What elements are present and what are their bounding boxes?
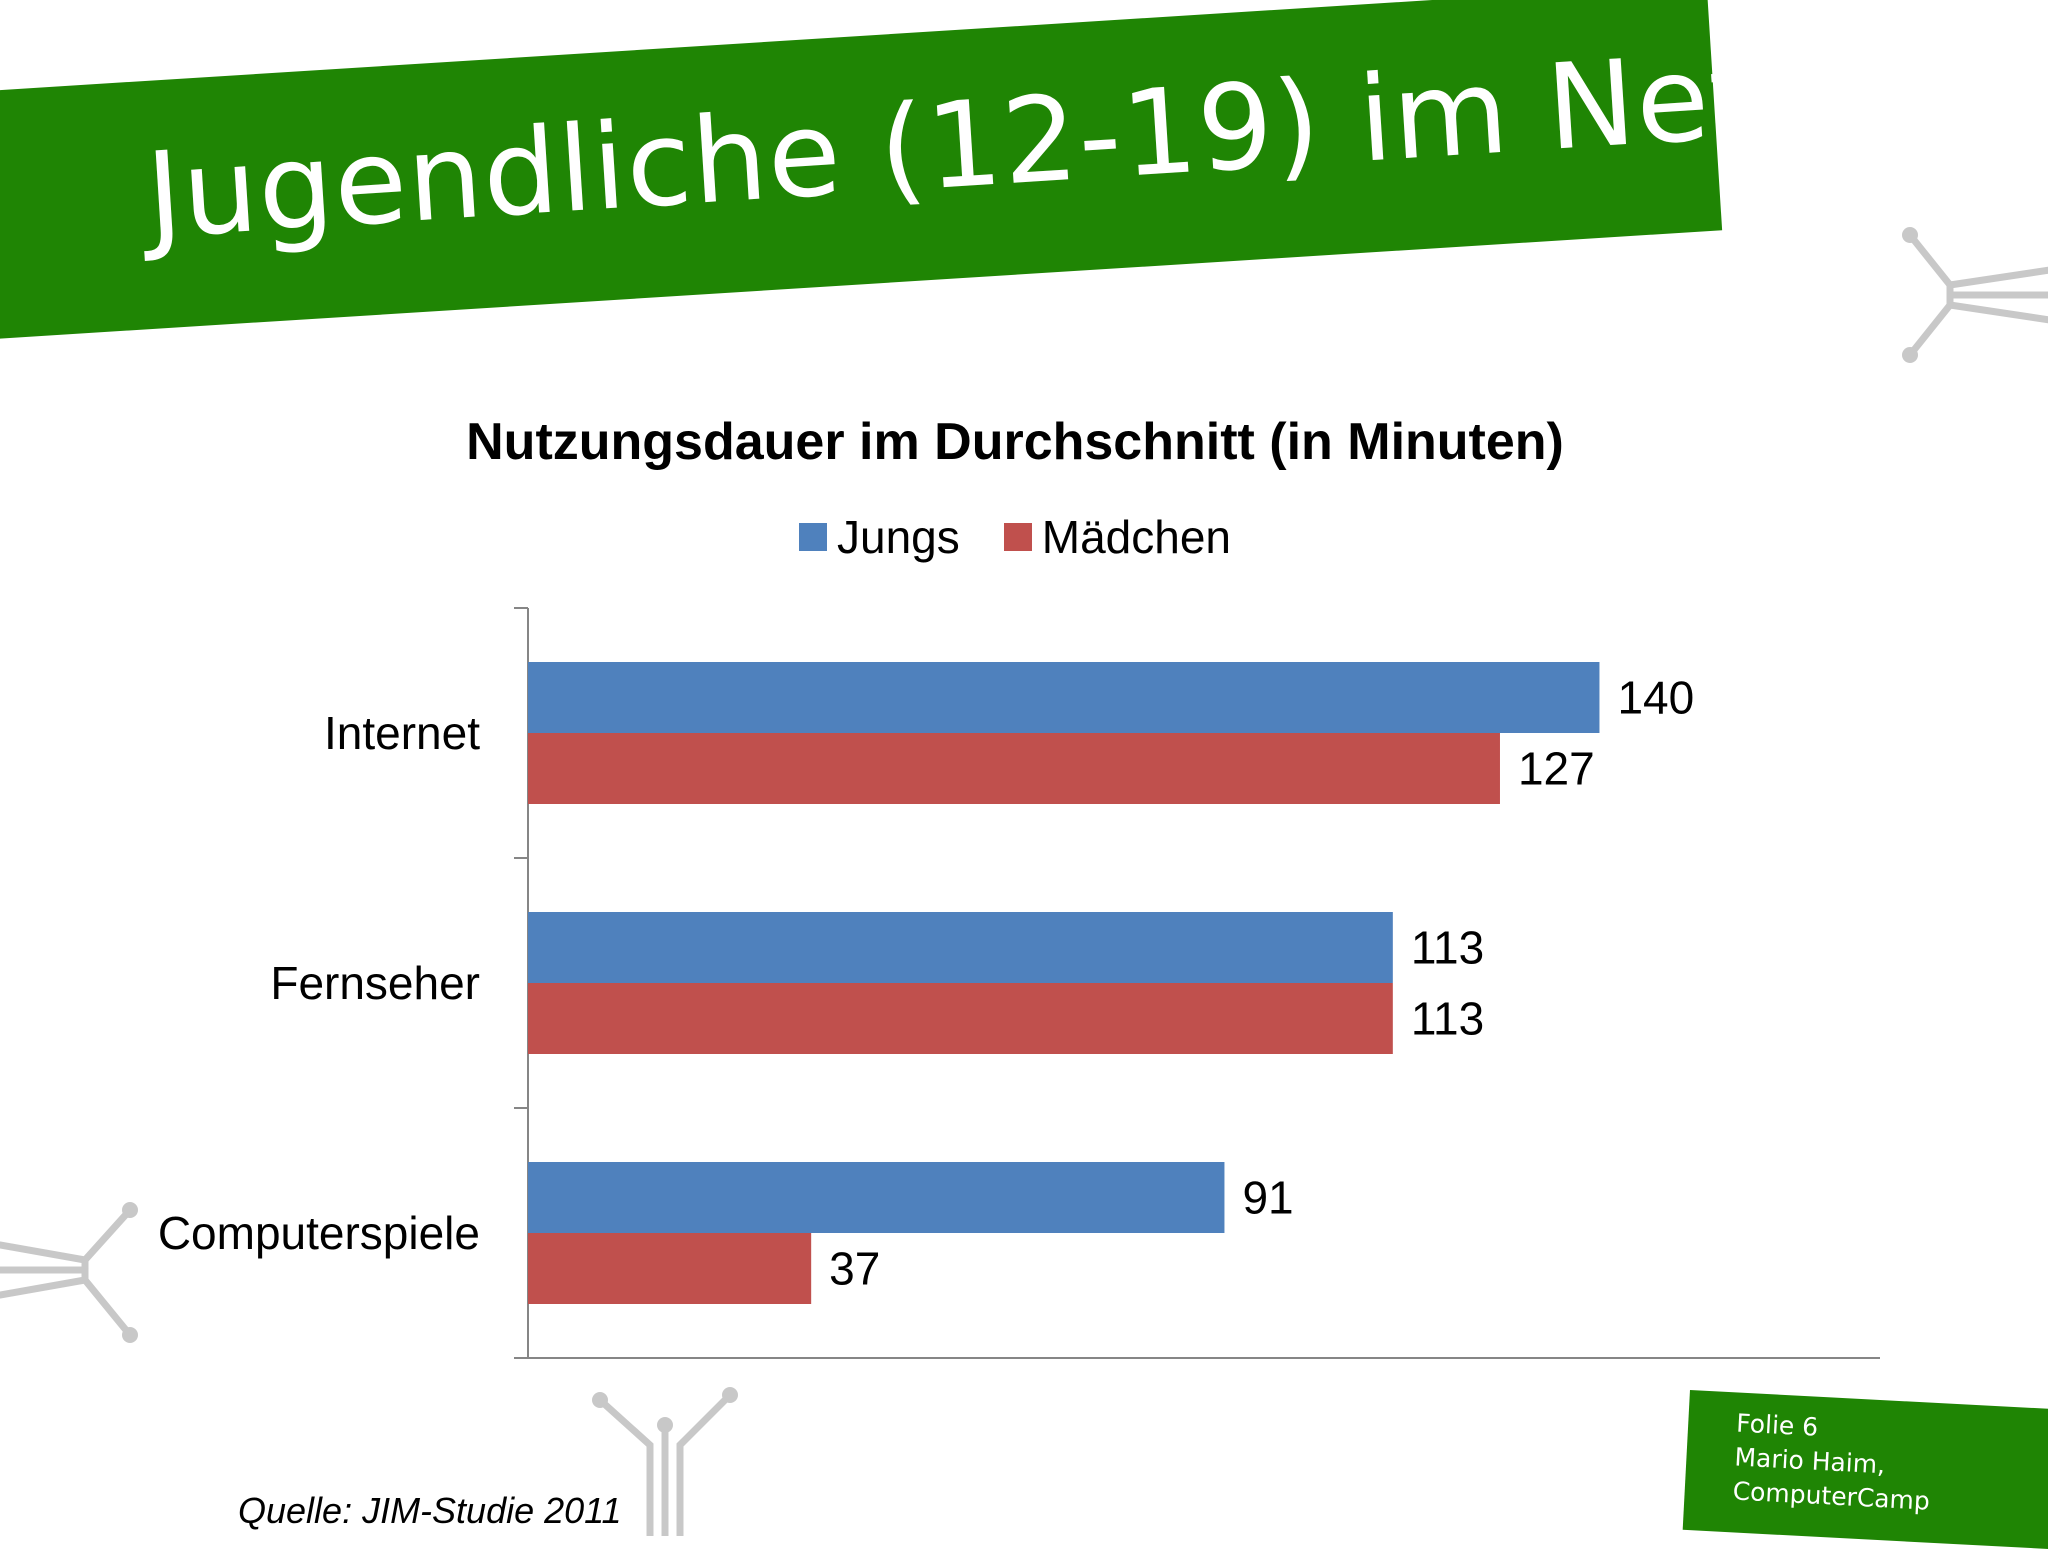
legend-item-maedchen: Mädchen xyxy=(1003,510,1231,564)
bar xyxy=(528,983,1393,1054)
circuit-ornament-bottom xyxy=(592,1387,738,1536)
data-label: 127 xyxy=(1518,743,1595,795)
bar xyxy=(528,1162,1225,1233)
data-label: 37 xyxy=(829,1243,880,1295)
category-label: Internet xyxy=(324,707,480,759)
bar xyxy=(528,912,1393,983)
footer-box: Folie 6 Mario Haim, ComputerCamp xyxy=(1682,1390,2048,1550)
footer-author: Mario Haim, ComputerCamp xyxy=(1732,1442,1931,1516)
legend-item-jungs: Jungs xyxy=(799,510,960,564)
data-label: 113 xyxy=(1411,922,1484,974)
data-label: 91 xyxy=(1242,1172,1293,1224)
bar xyxy=(528,1233,812,1304)
bar xyxy=(528,733,1500,804)
legend-label-maedchen: Mädchen xyxy=(1041,511,1231,563)
chart-title: Nutzungsdauer im Durchschnitt (in Minute… xyxy=(466,413,1564,471)
category-label: Fernseher xyxy=(270,957,480,1009)
category-label: Computerspiele xyxy=(158,1207,480,1259)
legend-label-jungs: Jungs xyxy=(837,511,960,563)
footer-text: Folie 6 Mario Haim, ComputerCamp xyxy=(1732,1406,2037,1524)
source-note: Quelle: JIM-Studie 2011 xyxy=(238,1490,622,1531)
chart-legend: Jungs Mädchen xyxy=(300,510,1730,564)
circuit-ornament-left xyxy=(0,1202,138,1343)
data-label: 113 xyxy=(1411,993,1484,1045)
legend-swatch-jungs xyxy=(799,523,827,551)
circuit-ornament-right xyxy=(1902,227,2048,363)
legend-swatch-maedchen xyxy=(1003,523,1032,551)
data-label: 140 xyxy=(1617,672,1694,724)
bar xyxy=(528,662,1600,733)
